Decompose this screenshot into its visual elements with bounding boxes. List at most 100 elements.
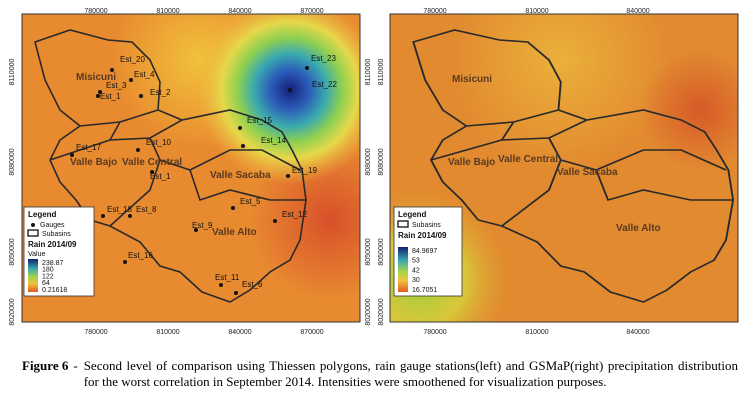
y-tick-label: 8080000 <box>365 148 372 175</box>
legend-box <box>23 206 95 297</box>
gauge-station <box>123 260 127 264</box>
station-label: Est_17 <box>76 143 101 152</box>
subbasin-label: Misicuni <box>76 72 116 83</box>
gauge-station <box>136 148 140 152</box>
station-label: Est_14 <box>261 136 286 145</box>
y-tick-label: 8110000 <box>365 59 372 86</box>
x-tick-label: 780000 <box>423 8 446 15</box>
x-tick-label: 780000 <box>84 8 107 15</box>
x-tick-label: 810000 <box>156 8 179 15</box>
y-tick-label: 8050000 <box>9 238 16 265</box>
legend-scale-label: 30 <box>412 277 420 284</box>
legend-value: Value <box>28 251 45 258</box>
y-tick-label: 8110000 <box>9 59 16 86</box>
legend-rain: Rain 2014/09 <box>398 231 447 240</box>
y-tick-label: 8110000 <box>378 59 385 86</box>
gauge-station <box>70 153 74 157</box>
legend-scale-label: 122 <box>42 273 54 280</box>
x-tick-label: 780000 <box>423 329 446 336</box>
station-label: Est_6 <box>242 280 263 289</box>
station-label: Est_18 <box>107 205 132 214</box>
gauge-station <box>305 66 309 70</box>
legend-gauges: Gauges <box>40 222 65 229</box>
gauge-station <box>273 219 277 223</box>
legend-gauge-symbol <box>31 223 35 227</box>
subbasin-label: Valle Central <box>122 157 182 168</box>
gauge-station <box>231 206 235 210</box>
legend-subbasin-symbol <box>397 220 409 228</box>
subbasin-label: Misicuni <box>452 74 492 85</box>
station-label: Est_20 <box>120 55 145 64</box>
legend-subbasins: Subasins <box>42 231 71 238</box>
y-tick-label: 8080000 <box>378 148 385 175</box>
y-tick-label: 8020000 <box>378 298 385 325</box>
legend-subbasins: Subasins <box>412 222 441 229</box>
legend-ramp <box>398 247 408 292</box>
legend-scale-label: 53 <box>412 258 420 265</box>
legend-title: Legend <box>398 210 427 219</box>
station-label: Est_1 <box>150 172 171 181</box>
legend-scale-label: 0.21618 <box>42 287 67 294</box>
caption-label: Figure 6 <box>22 358 69 373</box>
left-frame <box>21 13 361 323</box>
x-tick-label: 810000 <box>525 8 548 15</box>
subbasin-label: Valle Sacaba <box>210 170 271 181</box>
legend-subbasin-symbol <box>27 229 39 237</box>
y-tick-label: 8050000 <box>365 238 372 265</box>
caption-text: Second level of comparison using Thiesse… <box>83 358 738 389</box>
station-label: Est_15 <box>247 116 272 125</box>
gauge-station <box>110 68 114 72</box>
x-tick-label: 810000 <box>156 329 179 336</box>
x-tick-label: 840000 <box>228 8 251 15</box>
y-tick-label: 8050000 <box>378 238 385 265</box>
station-label: Est_8 <box>136 205 157 214</box>
station-label: Est_22 <box>312 80 337 89</box>
gauge-station <box>129 78 133 82</box>
subbasin-label: Valle Sacaba <box>557 167 618 178</box>
x-tick-label: 870000 <box>300 329 323 336</box>
gauge-station <box>96 94 100 98</box>
subbasin-label: Valle Central <box>498 154 558 165</box>
x-tick-label: 840000 <box>228 329 251 336</box>
gauge-station <box>128 214 132 218</box>
caption: Figure 6 - Second level of comparison us… <box>22 358 738 390</box>
subbasin-label: Valle Bajo <box>448 157 495 168</box>
gauge-station <box>238 126 242 130</box>
gauge-station <box>288 88 292 92</box>
station-label: Est_1 <box>100 92 121 101</box>
legend-title: Legend <box>28 210 57 219</box>
x-tick-label: 870000 <box>300 8 323 15</box>
station-label: Est_2 <box>150 88 171 97</box>
station-label: Est_12 <box>282 210 307 219</box>
gauge-station <box>150 170 154 174</box>
gauge-station <box>286 174 290 178</box>
legend-scale-label: 42 <box>412 267 420 274</box>
gauge-station <box>194 228 198 232</box>
station-label: Est_19 <box>292 166 317 175</box>
legend-rain: Rain 2014/09 <box>28 240 77 249</box>
x-tick-label: 840000 <box>626 8 649 15</box>
x-tick-label: 810000 <box>525 329 548 336</box>
gauge-station <box>219 283 223 287</box>
y-tick-label: 8080000 <box>9 148 16 175</box>
gauge-station <box>234 291 238 295</box>
legend-scale-label: 238.87 <box>42 260 64 267</box>
y-tick-label: 8020000 <box>365 298 372 325</box>
gauge-station <box>139 94 143 98</box>
subbasin-label: Valle Bajo <box>70 157 117 168</box>
station-label: Est_5 <box>240 197 261 206</box>
caption-separator: - <box>73 358 78 373</box>
subbasin-label: Valle Alto <box>616 223 661 234</box>
legend-ramp <box>28 259 38 292</box>
gauge-station <box>101 214 105 218</box>
gauge-station <box>98 90 102 94</box>
station-label: Est_10 <box>146 138 171 147</box>
station-label: Est_3 <box>106 81 127 90</box>
legend-scale-label: 84.9697 <box>412 248 437 255</box>
station-label: Est_16 <box>128 251 153 260</box>
right-frame <box>389 13 739 323</box>
x-tick-label: 780000 <box>84 329 107 336</box>
station-label: Est_23 <box>311 54 336 63</box>
subbasin-label: Valle Alto <box>212 227 257 238</box>
